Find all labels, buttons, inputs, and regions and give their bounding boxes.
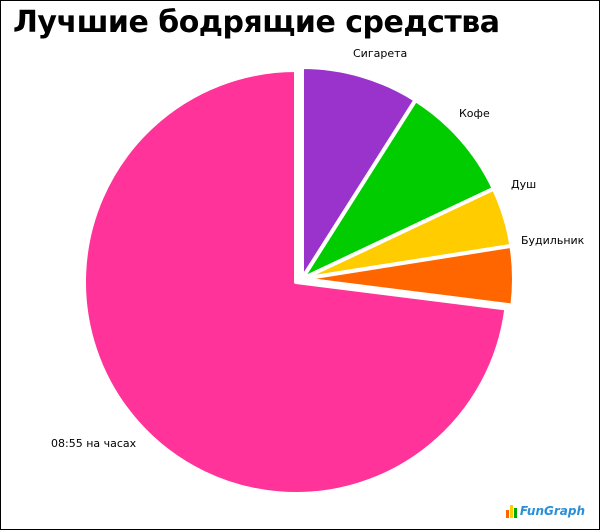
slice-clock	[82, 68, 509, 496]
chart-title: Лучшие бодрящие средства	[13, 5, 500, 40]
slice-label-shower: Душ	[511, 178, 537, 191]
slice-coffee	[300, 98, 496, 281]
slice-label-alarm: Будильник	[521, 234, 585, 247]
slice-label-clock: 08:55 на часах	[51, 437, 137, 450]
slice-label-cigarette: Сигарета	[353, 47, 408, 60]
fungraph-brand-text: FunGraph	[519, 504, 585, 518]
bar-chart-icon	[505, 504, 518, 518]
fungraph-logo: FunGraph	[505, 501, 585, 521]
slice-cigarette	[300, 65, 418, 281]
slice-label-coffee: Кофе	[459, 107, 490, 120]
slice-alarm	[300, 243, 516, 308]
